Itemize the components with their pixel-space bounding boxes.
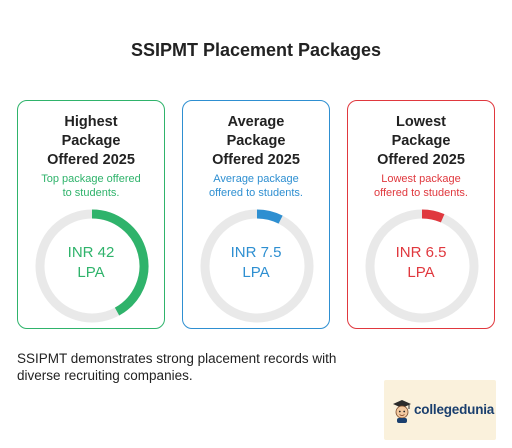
card-description-line: Top package offered [41, 173, 141, 185]
card-description-line: offered to students. [209, 186, 303, 199]
gauge-arc [256, 209, 283, 224]
gauge-arc [421, 209, 445, 223]
summary-line: SSIPMT demonstrates strong placement rec… [17, 351, 337, 366]
card-description-line: offered to students. [374, 186, 468, 199]
card-description: Average package offered to students. [189, 173, 323, 200]
package-gauge [35, 209, 149, 323]
collegedunia-watermark: collegedunia [384, 380, 496, 440]
package-value-unit: LPA [407, 264, 435, 281]
package-value-unit: LPA [242, 264, 270, 281]
card-title-line: Package [61, 133, 121, 149]
summary-line: diverse recruiting companies. [17, 368, 193, 383]
package-value-unit: LPA [77, 264, 105, 281]
card-title-line: Offered 2025 [377, 152, 465, 168]
card-title-line: Package [391, 133, 451, 149]
card-description: Top package offered to students. [24, 173, 158, 200]
card-title-line: Highest [64, 114, 118, 130]
average-package-card: Average Package Offered 2025 Average pac… [182, 100, 330, 329]
package-value-amount: INR 6.5 [395, 244, 447, 261]
package-value: INR 7.5 LPA [183, 243, 329, 283]
card-title-line: Lowest [396, 114, 446, 130]
package-gauge [200, 209, 314, 323]
package-value-amount: INR 7.5 [230, 244, 282, 261]
card-description-line: Average package [213, 173, 299, 185]
card-title-line: Package [226, 133, 286, 149]
card-description-line: Lowest package [381, 173, 461, 185]
lowest-package-card: Lowest Package Offered 2025 Lowest packa… [347, 100, 495, 329]
summary-text: SSIPMT demonstrates strong placement rec… [17, 350, 417, 384]
card-title-line: Average [227, 114, 285, 130]
package-value: INR 42 LPA [18, 243, 164, 283]
card-description-line: to students. [62, 186, 120, 199]
package-value-amount: INR 42 [67, 244, 115, 261]
card-title: Highest Package Offered 2025 [18, 113, 164, 170]
package-gauge [365, 209, 479, 323]
brand-name: collegedunia [414, 402, 495, 417]
card-title: Lowest Package Offered 2025 [348, 113, 494, 170]
card-title: Average Package Offered 2025 [183, 113, 329, 170]
page-title: SSIPMT Placement Packages [130, 40, 382, 60]
gauge-arc [91, 209, 149, 316]
card-description: Lowest package offered to students. [354, 173, 488, 200]
card-title-line: Offered 2025 [47, 152, 135, 168]
graduate-mascot-icon [393, 400, 411, 423]
package-value: INR 6.5 LPA [348, 243, 494, 283]
highest-package-card: Highest Package Offered 2025 Top package… [17, 100, 165, 329]
card-title-line: Offered 2025 [212, 152, 300, 168]
